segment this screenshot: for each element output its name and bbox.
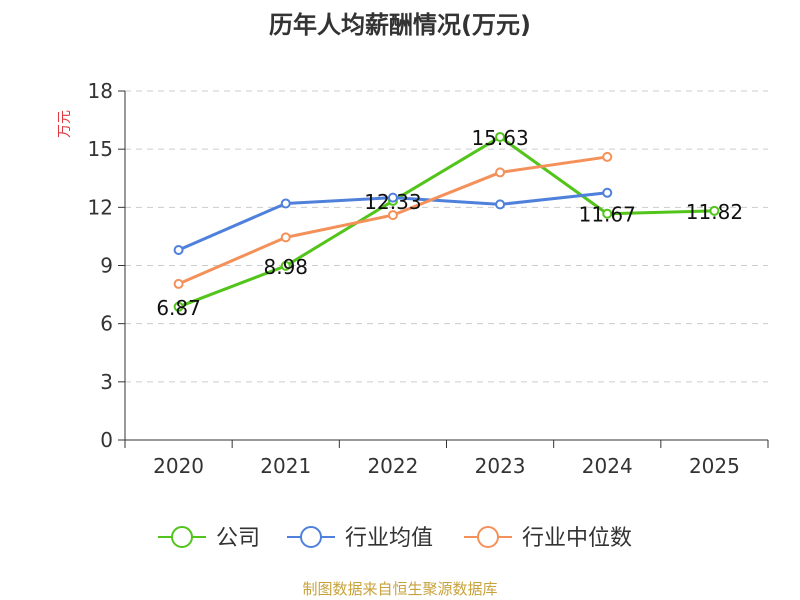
- y-tick-label: 15: [88, 137, 113, 161]
- x-tick-label: 2023: [475, 454, 526, 478]
- series-point-2: [173, 278, 184, 289]
- legend-label-2: 行业中位数: [522, 526, 632, 551]
- series-point-1: [280, 198, 291, 209]
- data-label: 11.82: [686, 200, 743, 224]
- series-line-0: [178, 135, 715, 309]
- legend-label-0: 公司: [216, 526, 260, 551]
- series-point-0: [709, 205, 720, 216]
- y-tick-label: 9: [100, 254, 113, 278]
- x-tick-label: 2020: [153, 454, 204, 478]
- y-tick-label: 3: [100, 370, 113, 394]
- series-point-0: [495, 131, 506, 142]
- data-label: 6.87: [156, 296, 201, 320]
- y-tick-label: 18: [88, 79, 113, 103]
- series-point-0: [173, 301, 184, 312]
- axes: 0 3 6 9 12 15 18 2020 2021 2022 2023 2024 2025: [88, 79, 769, 478]
- data-labels: 6.87 8.98 12.33 15.63 11.67 11.82: [156, 126, 743, 320]
- legend-marker-0: [171, 526, 193, 548]
- x-tick-label: 2025: [689, 454, 740, 478]
- legend: 公司 行业均值 行业中位数: [158, 526, 632, 551]
- series-layer: [173, 131, 720, 312]
- series-point-2: [495, 167, 506, 178]
- series-point-1: [602, 187, 613, 198]
- series-line-2: [177, 155, 608, 286]
- series-point-2: [280, 232, 291, 243]
- data-label: 12.33: [364, 190, 421, 214]
- data-label: 15.63: [471, 126, 528, 150]
- series-point-2: [602, 151, 613, 162]
- data-label: 11.67: [579, 203, 636, 227]
- y-tick-label: 0: [100, 428, 113, 452]
- source-note: 制图数据来自恒生聚源数据库: [302, 580, 497, 598]
- series-point-1: [495, 199, 506, 210]
- series-point-0: [602, 208, 613, 219]
- x-tick-label: 2021: [260, 454, 311, 478]
- legend-marker-2: [477, 526, 499, 548]
- legend-label-1: 行业均值: [345, 526, 433, 551]
- x-tick-label: 2022: [367, 454, 418, 478]
- series-point-1: [387, 192, 398, 203]
- data-label: 8.98: [263, 255, 308, 279]
- series-point-2: [387, 210, 398, 221]
- grid-lines: [125, 90, 768, 383]
- series-point-1: [173, 244, 184, 255]
- y-tick-label: 6: [100, 312, 113, 336]
- chart-title: 历年人均薪酬情况(万元): [269, 11, 531, 39]
- series-point-0: [280, 260, 291, 271]
- y-tick-label: 12: [88, 195, 113, 219]
- legend-marker-1: [300, 526, 322, 548]
- x-tick-label: 2024: [582, 454, 633, 478]
- y-axis-label: 万元: [57, 110, 73, 138]
